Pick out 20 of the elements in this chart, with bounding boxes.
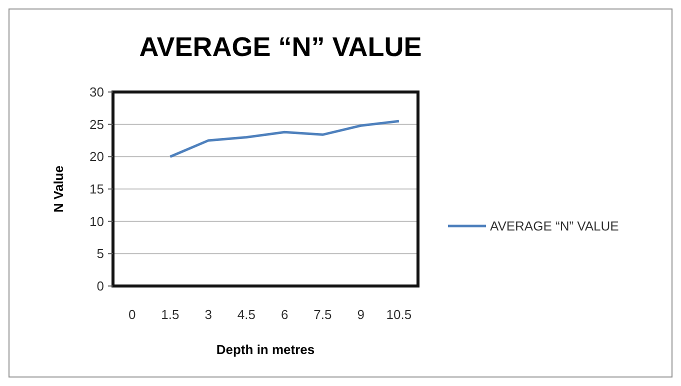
y-tick-label: 0 — [96, 278, 104, 294]
x-tick-label: 1.5 — [161, 307, 180, 322]
y-tick-label: 20 — [90, 149, 104, 164]
chart-title: AVERAGE “N” VALUE — [139, 32, 422, 62]
x-tick-label: 6 — [280, 307, 288, 322]
y-tick-label: 10 — [90, 214, 104, 229]
legend-label: AVERAGE “N” VALUE — [490, 218, 620, 234]
x-axis-title: Depth in metres — [216, 342, 315, 357]
x-tick-label: 4.5 — [237, 307, 256, 322]
y-tick-label: 5 — [96, 246, 104, 262]
y-tick-label: 25 — [90, 116, 104, 132]
y-axis-title: N Value — [51, 166, 66, 212]
y-tick-label: 15 — [90, 182, 104, 197]
x-tick-label: 9 — [357, 307, 364, 322]
x-tick-label: 7.5 — [314, 307, 332, 322]
x-tick-label: 10.5 — [386, 307, 412, 322]
x-tick-label: 3 — [204, 307, 212, 322]
y-tick-label: 30 — [90, 84, 104, 100]
line-series — [168, 120, 400, 158]
x-tick-label: 0 — [128, 307, 136, 322]
